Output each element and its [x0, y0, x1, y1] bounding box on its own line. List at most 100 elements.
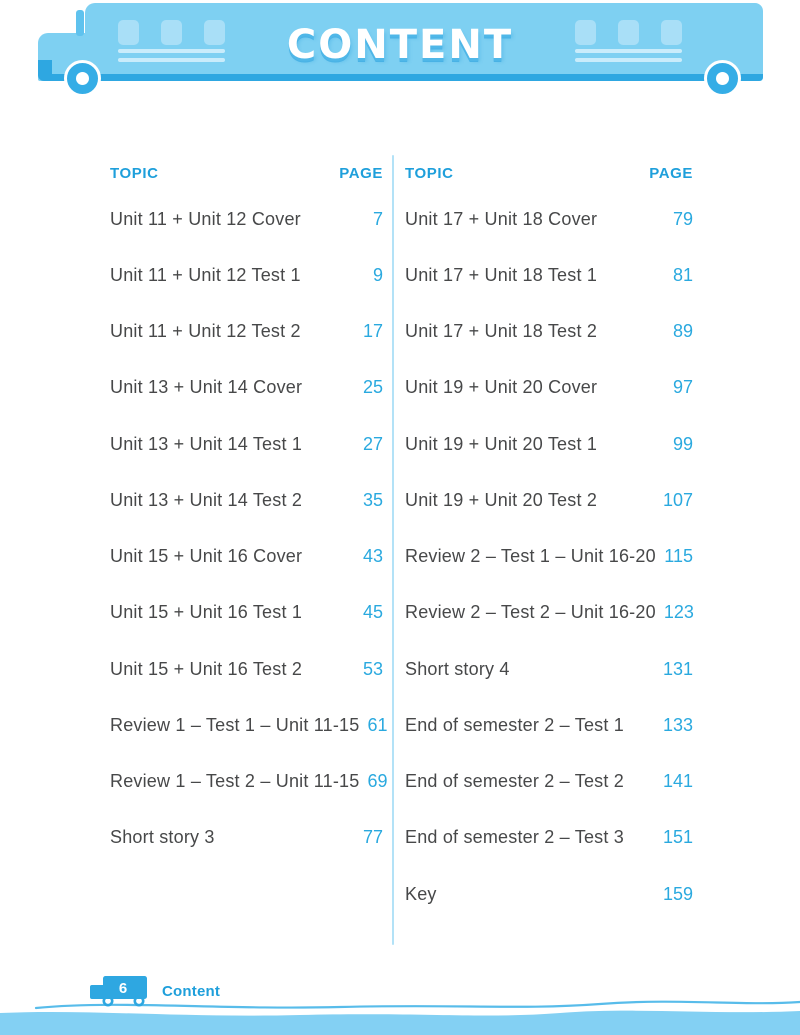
toc-entry-page: 141: [662, 771, 693, 792]
topic-column-header: TOPIC: [405, 164, 454, 182]
toc-entry-page: 131: [662, 658, 693, 679]
toc-entry-page: 123: [663, 602, 694, 623]
toc-entry: Unit 13 + Unit 14 Test 1 27: [110, 416, 383, 472]
footer-section-label: Content: [162, 983, 221, 1000]
toc-entry-page: 35: [362, 489, 383, 510]
toc-entry-page: 97: [672, 377, 693, 398]
page-column-header: PAGE: [649, 164, 693, 182]
toc-entry-topic: Unit 15 + Unit 16 Cover: [110, 546, 303, 567]
toc-entry-page: 133: [662, 714, 693, 735]
bus-wheel-front: [64, 60, 101, 97]
toc-entry: Unit 13 + Unit 14 Cover 25: [110, 360, 383, 416]
toc-entry: Unit 11 + Unit 12 Test 2 17: [110, 304, 383, 360]
toc-entry: Short story 3 77: [110, 810, 383, 866]
toc-entry-page: 107: [662, 489, 693, 510]
toc-entry: Review 2 – Test 1 – Unit 16-20 115: [405, 529, 693, 585]
toc-entry-page: 9: [372, 264, 383, 285]
bus-window-line: [575, 49, 682, 53]
toc-entry-topic: End of semester 2 – Test 2: [405, 771, 624, 792]
footer-wave-band: [0, 1010, 800, 1035]
toc-entry: Key 159: [405, 866, 693, 922]
toc-entry: Unit 13 + Unit 14 Test 2 35: [110, 472, 383, 528]
footer-wave-line: [34, 1000, 800, 1010]
toc-entry-topic: Review 2 – Test 2 – Unit 16-20: [405, 602, 656, 623]
toc-entry-page: 7: [372, 208, 383, 229]
toc-rows: Unit 11 + Unit 12 Cover 7 Unit 11 + Unit 1…: [110, 191, 388, 866]
toc-entry-topic: Short story 3: [110, 827, 215, 848]
toc-entry: Short story 4 131: [405, 641, 693, 697]
toc-entry-topic: Unit 17 + Unit 18 Cover: [405, 208, 598, 229]
footer-page-number-truck-icon: 6: [90, 976, 147, 1007]
toc-entry-page: 61: [367, 714, 388, 735]
toc-entry: Unit 15 + Unit 16 Test 2 53: [110, 641, 383, 697]
toc-entry-page: 159: [662, 883, 693, 904]
toc-entry-topic: Unit 19 + Unit 20 Test 1: [405, 433, 598, 454]
toc-entry: Unit 17 + Unit 18 Cover 79: [405, 191, 693, 247]
toc-entry: End of semester 2 – Test 3 151: [405, 810, 693, 866]
toc-entry-page: 45: [362, 602, 383, 623]
toc-entry-page: 81: [672, 264, 693, 285]
toc-entry-page: 17: [362, 321, 383, 342]
page-title: CONTENT: [286, 22, 514, 68]
toc-entry-topic: Unit 11 + Unit 12 Test 1: [110, 264, 301, 285]
toc-entry: Review 2 – Test 2 – Unit 16-20 123: [405, 585, 694, 641]
toc-entry-page: 151: [662, 827, 693, 848]
toc-entry-topic: Review 1 – Test 1 – Unit 11-15: [110, 714, 360, 735]
toc-entry-topic: Unit 13 + Unit 14 Test 1: [110, 433, 303, 454]
toc-rows: Unit 17 + Unit 18 Cover 79 Unit 17 + Unit …: [405, 191, 694, 922]
toc-column-header: TOPIC PAGE: [405, 160, 693, 186]
toc-entry: End of semester 2 – Test 2 141: [405, 754, 693, 810]
bus-body: [85, 3, 763, 81]
toc-entry-topic: Key: [405, 883, 437, 904]
bus-window: [204, 20, 225, 45]
bus-window: [118, 20, 139, 45]
toc-entry-page: 115: [664, 546, 693, 567]
bus-window: [575, 20, 596, 45]
toc-entry: Unit 11 + Unit 12 Cover 7: [110, 191, 383, 247]
bus-window-line: [118, 49, 225, 53]
toc-entry-topic: Review 2 – Test 1 – Unit 16-20: [405, 546, 656, 567]
toc-entry: Unit 11 + Unit 12 Test 1 9: [110, 247, 383, 303]
toc-entry-page: 77: [362, 827, 383, 848]
toc-entry-page: 27: [362, 433, 383, 454]
toc-entry: Unit 19 + Unit 20 Test 2 107: [405, 472, 693, 528]
toc-entry: Review 1 – Test 1 – Unit 11-15 61: [110, 697, 388, 753]
toc-entry-page: 99: [672, 433, 693, 454]
toc-entry-page: 43: [362, 546, 383, 567]
toc-entry-topic: Unit 11 + Unit 12 Test 2: [110, 321, 301, 342]
toc-entry: Unit 15 + Unit 16 Cover 43: [110, 529, 383, 585]
toc-entry-page: 53: [362, 658, 383, 679]
toc-column-right: TOPIC PAGE Unit 17 + Unit 18 Cover 79 Unit…: [405, 160, 694, 922]
toc-entry-page: 79: [672, 208, 693, 229]
toc-entry: End of semester 2 – Test 1 133: [405, 697, 693, 753]
page-column-header: PAGE: [339, 164, 383, 182]
footer-page-number: 6: [119, 980, 127, 997]
toc-entry: Unit 15 + Unit 16 Test 1 45: [110, 585, 383, 641]
toc-entry: Unit 19 + Unit 20 Test 1 99: [405, 416, 693, 472]
toc-entry: Unit 17 + Unit 18 Test 2 89: [405, 304, 693, 360]
toc-entry-topic: Review 1 – Test 2 – Unit 11-15: [110, 771, 360, 792]
toc-entry-topic: End of semester 2 – Test 1: [405, 714, 624, 735]
toc-entry-page: 25: [362, 377, 383, 398]
toc-entry-topic: Unit 13 + Unit 14 Test 2: [110, 489, 303, 510]
toc-entry-topic: Unit 15 + Unit 16 Test 1: [110, 602, 303, 623]
bus-window-line: [575, 58, 682, 62]
topic-column-header: TOPIC: [110, 164, 159, 182]
toc-entry-topic: Unit 17 + Unit 18 Test 2: [405, 321, 598, 342]
bus-mirror-icon: [76, 10, 84, 36]
toc-entry-topic: Short story 4: [405, 658, 510, 679]
toc-entry-topic: Unit 17 + Unit 18 Test 1: [405, 264, 598, 285]
toc-entry-topic: Unit 15 + Unit 16 Test 2: [110, 658, 303, 679]
bus-window: [661, 20, 682, 45]
toc-entry-page: 69: [367, 771, 388, 792]
toc-entry-topic: End of semester 2 – Test 3: [405, 827, 624, 848]
toc-column-header: TOPIC PAGE: [110, 160, 383, 186]
bus-header: CONTENT: [0, 0, 800, 110]
toc-column-left: TOPIC PAGE Unit 11 + Unit 12 Cover 7 Unit …: [110, 160, 388, 866]
toc-entry-page: 89: [672, 321, 693, 342]
toc-entry-topic: Unit 11 + Unit 12 Cover: [110, 208, 301, 229]
column-divider: [392, 155, 394, 945]
toc-entry-topic: Unit 19 + Unit 20 Cover: [405, 377, 598, 398]
bus-window-line: [118, 58, 225, 62]
